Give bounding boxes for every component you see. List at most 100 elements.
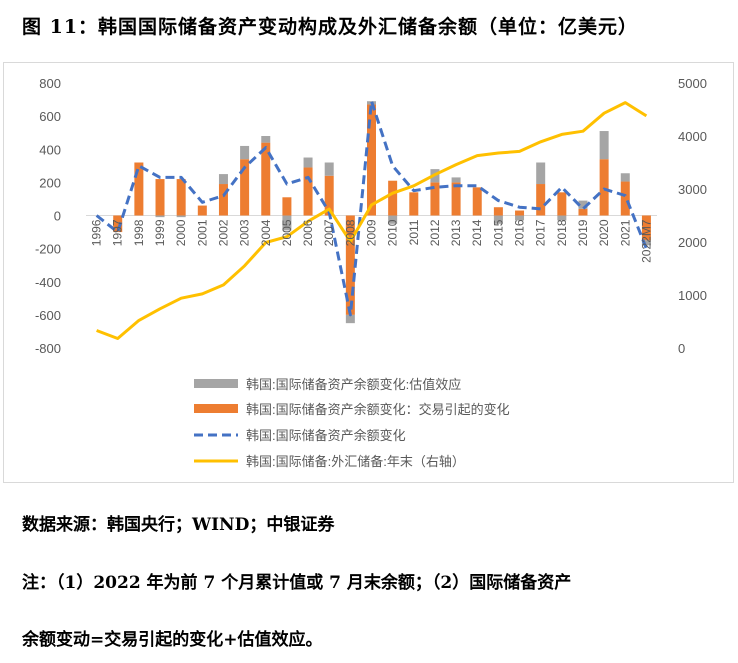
- right-tick-label: 5000: [678, 76, 707, 91]
- category-label: 1999: [153, 219, 167, 246]
- right-tick-label: 3000: [678, 182, 707, 197]
- category-label: 2002: [216, 219, 230, 246]
- category-label: 2022M7: [639, 219, 653, 263]
- category-label: 1997: [111, 219, 125, 246]
- right-tick-label: 4000: [678, 129, 707, 144]
- category-label: 2011: [407, 219, 421, 245]
- bar-transaction: [536, 184, 546, 216]
- category-label: 2000: [174, 219, 188, 246]
- bar-transaction: [599, 159, 609, 216]
- legend-label: 韩国:国际储备资产余额变化: [246, 428, 406, 443]
- legend-swatch-valuation: [194, 379, 238, 388]
- bar-transaction: [430, 182, 440, 216]
- right-tick-label: 0: [678, 341, 685, 356]
- bar-transaction: [472, 187, 482, 216]
- bar-transaction: [409, 192, 419, 216]
- bar-transaction: [515, 210, 525, 216]
- bar-valuation: [599, 131, 609, 160]
- bar-transaction: [240, 159, 250, 216]
- left-tick-label: 400: [39, 142, 61, 157]
- bar-transaction: [176, 179, 186, 216]
- left-tick-label: 800: [39, 76, 61, 91]
- category-label: 2018: [555, 219, 569, 246]
- bar-valuation: [493, 215, 503, 224]
- bar-valuation: [176, 215, 186, 218]
- series-line-total-change: [95, 99, 648, 317]
- figure-title: 图 11：韩国国际储备资产变动构成及外汇储备余额（单位：亿美元）: [22, 16, 639, 38]
- bar-valuation: [388, 215, 398, 224]
- category-label: 2014: [470, 219, 484, 246]
- bar-transaction: [451, 182, 461, 216]
- series-line-fx-reserves: [96, 101, 648, 340]
- left-tick-label: 0: [54, 209, 61, 224]
- bar-transaction: [388, 180, 398, 216]
- bar-valuation: [641, 240, 651, 246]
- bar-valuation: [578, 200, 588, 209]
- bar-transaction: [261, 142, 271, 216]
- bar-transaction: [303, 167, 313, 216]
- category-label: 2010: [386, 219, 400, 246]
- category-label: 2006: [301, 219, 315, 246]
- right-tick-label: 1000: [678, 288, 707, 303]
- category-label: 2019: [576, 219, 590, 246]
- bar-valuation: [282, 215, 292, 231]
- category-label: 2015: [491, 219, 505, 246]
- left-tick-label: -200: [35, 242, 61, 257]
- category-label: 2012: [428, 219, 442, 246]
- bar-valuation: [155, 215, 165, 218]
- legend-label: 韩国:国际储备资产余额变化:估值效应: [246, 377, 461, 392]
- category-label: 2016: [513, 219, 527, 246]
- note-line-1: 注：（1）2022 年为前 7 个月累计值或 7 月末余额；（2）国际储备资产: [22, 573, 572, 593]
- data-source: 数据来源：韩国央行；WIND；中银证券: [22, 515, 335, 535]
- category-label: 2021: [618, 219, 632, 246]
- left-tick-label: 600: [39, 109, 61, 124]
- bar-transaction: [134, 162, 144, 216]
- bar-transaction: [367, 104, 376, 216]
- category-label: 2007: [322, 219, 336, 246]
- bar-valuation: [451, 177, 461, 183]
- category-label: 2004: [259, 219, 273, 246]
- legend-label: 韩国:国际储备:外汇储备:年末（右轴）: [246, 454, 465, 469]
- bar-transaction: [345, 215, 355, 315]
- category-label: 2017: [534, 219, 548, 246]
- left-tick-label: 200: [39, 175, 61, 190]
- bar-transaction: [155, 179, 165, 216]
- category-label: 2020: [597, 219, 611, 246]
- bar-transaction: [557, 192, 567, 216]
- legend-swatch-transaction: [194, 404, 238, 413]
- bar-transaction: [218, 184, 228, 216]
- bar-valuation: [303, 157, 313, 168]
- right-tick-label: 2000: [678, 235, 707, 250]
- left-tick-label: -400: [35, 275, 61, 290]
- category-label: 1996: [90, 219, 104, 246]
- category-label: 2009: [365, 219, 379, 246]
- bar-transaction: [620, 181, 630, 216]
- note-line-2: 余额变动=交易引起的变化+估值效应。: [22, 630, 323, 650]
- chart-container: 800 600 400 200 0 -200 -400 -600 -800 5000 4000 300…: [3, 62, 734, 483]
- bar-transaction: [324, 175, 334, 216]
- bar-transaction: [493, 207, 503, 216]
- bar-valuation: [620, 173, 630, 182]
- chart-svg: 8006004002000-200-400-600-80050004000300…: [35, 76, 707, 469]
- category-label: 2005: [280, 219, 294, 246]
- bar-valuation: [536, 162, 546, 185]
- bar-transaction: [113, 215, 123, 233]
- category-label: 2001: [195, 219, 209, 246]
- category-label: 1998: [132, 219, 146, 246]
- bar-transaction: [641, 215, 651, 241]
- bar-valuation: [515, 215, 525, 221]
- left-tick-label: -800: [35, 341, 61, 356]
- bar-valuation: [557, 215, 567, 221]
- category-label: 2003: [238, 219, 252, 246]
- category-label: 2013: [449, 219, 463, 246]
- bar-transaction: [197, 205, 207, 216]
- bar-valuation: [218, 174, 228, 185]
- category-label: 2008: [343, 219, 357, 246]
- bar-valuation: [240, 145, 250, 160]
- left-tick-label: -600: [35, 308, 61, 323]
- bar-valuation: [345, 314, 355, 324]
- bar-valuation: [324, 162, 334, 176]
- bar-transaction: [282, 197, 292, 216]
- bar-valuation: [261, 136, 271, 143]
- bar-transaction: [578, 208, 588, 216]
